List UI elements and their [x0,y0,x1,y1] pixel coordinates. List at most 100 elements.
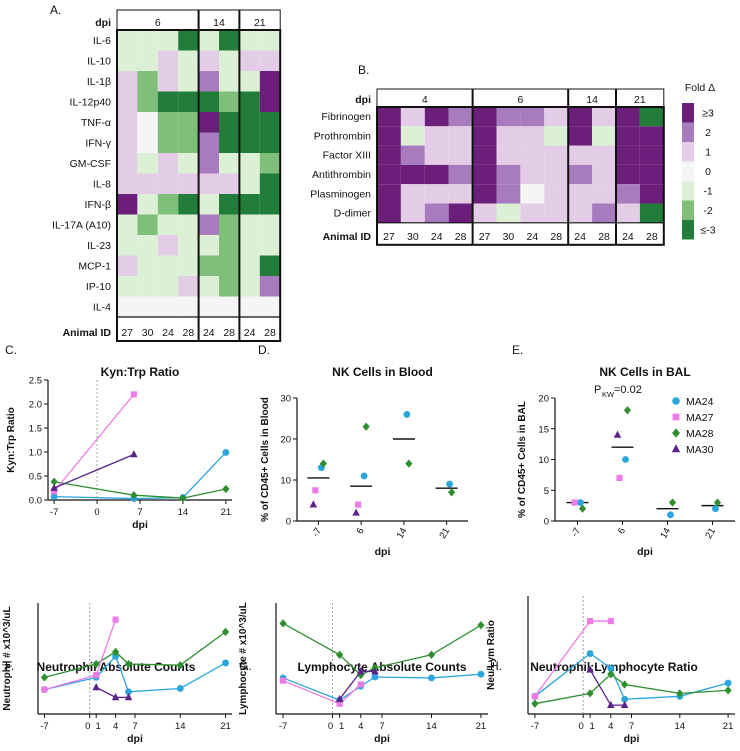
fold-legend: Fold Δ ≥3 2 1 0 -1 -2 ≤-3 [682,82,716,240]
heatmap-cell [137,153,158,174]
heatmap-cell [448,145,473,165]
x-tick-label: 14 [675,721,686,732]
heatmap-cell [616,145,640,165]
series-line [44,631,226,678]
data-point [586,650,594,657]
data-point [403,410,411,418]
dpi-group-label: 4 [422,94,428,106]
heatmap-cell [178,194,199,215]
heatmap-cell [239,50,260,71]
data-point [405,459,413,468]
legend-swatch [682,103,694,123]
x-tick-label: 7 [132,721,137,732]
heatmap-cell [568,164,593,185]
heatmap-cell [198,71,219,92]
data-point [586,689,594,698]
y-tick-label: 20 [280,435,291,446]
x-tick-label: 7 [379,721,384,732]
heatmap-cell [157,255,179,276]
data-point [587,618,594,625]
y-tick-label: 5 [544,486,549,497]
row-label: IL-10 [87,55,111,67]
data-point [279,619,287,628]
data-point [477,670,485,678]
dpi-group-label: 14 [213,17,225,29]
heatmap-cell [259,296,281,317]
animal-id-label: 24 [527,231,539,243]
data-point [607,670,615,679]
heatmap-cell [117,91,138,112]
heatmap-cell [137,194,158,215]
heatmap-cell [178,30,199,51]
series-line [282,673,481,701]
y-tick-label: 0 [544,517,549,528]
row-label: D-dimer [334,208,372,220]
data-point [112,647,120,656]
data-point [280,677,287,684]
heatmap-cell [259,173,281,194]
x-tick-label: 21 [221,507,232,518]
chart-title: Neutrophil:Lymphocyte Ratio [530,660,698,674]
data-point [613,430,622,438]
row-label: IFN-β [85,199,111,211]
heatmap-cell [259,194,281,215]
legend-label: MA27 [686,412,714,424]
heatmap-cell [639,184,664,204]
heatmap-cell [219,91,240,112]
x-tick-label: 21 [437,526,452,541]
series-line [54,481,227,499]
heatmap-cell [178,112,199,133]
heatmap-cell [157,30,179,51]
data-point [355,501,362,508]
data-point [427,650,436,659]
heatmap-cell [157,153,179,174]
heatmap-cell [496,203,521,223]
heatmap-cell [377,184,401,204]
data-point [371,673,379,681]
heatmap-cell [400,184,425,204]
y-axis-label: Lymphocyte # x10^3/uL [238,602,249,715]
heatmap-cell [568,145,593,165]
heatmap-cell [219,112,240,133]
heatmap-cell [198,296,219,317]
dpi-group-label: 14 [586,94,598,106]
heatmap-cell [198,214,219,235]
heatmap-cell [157,296,179,317]
y-axis-label: Kyn:Trp Ratio [6,407,17,473]
animal-id-label: 24 [244,327,256,339]
animal-id-label: 28 [455,231,467,243]
data-point [50,483,58,491]
data-point [446,480,454,488]
heatmap-cell [198,255,219,276]
heatmap-cell [117,173,138,194]
data-point [125,688,132,696]
heatmap-cell [472,107,497,127]
heatmap-cell [592,126,616,146]
heatmap-cell [198,50,219,71]
chart-title: Kyn:Trp Ratio [101,365,180,379]
x-tick-label: 0 [579,721,584,732]
heatmap-cell [219,153,240,174]
data-point [477,621,485,630]
animal-id-label: 27 [121,327,133,339]
animal-id-label: 30 [142,327,154,339]
chart-title: Neutrophil Absolute Counts [37,660,196,674]
heatmap-cell [157,91,179,112]
heatmap-cell [424,126,449,146]
heatmap-cell [448,107,473,127]
animal-id-header: Animal ID [63,327,112,339]
heatmap-cell [259,30,281,51]
heatmap-cell [520,107,545,127]
heatmap-cell [592,184,616,204]
y-tick-label: 1.5 [29,424,42,435]
row-label: IL-8 [93,178,111,190]
data-point [428,674,435,682]
row-label: IL-6 [93,35,111,47]
heatmap-cell [472,203,497,223]
legend-label: ≥3 [702,107,714,119]
heatmap-cell [219,50,240,71]
y-axis-label: Neutrophil # x10^3/uL [2,606,13,710]
x-tick-label: 21 [476,721,487,732]
heatmap-cell [400,107,425,127]
